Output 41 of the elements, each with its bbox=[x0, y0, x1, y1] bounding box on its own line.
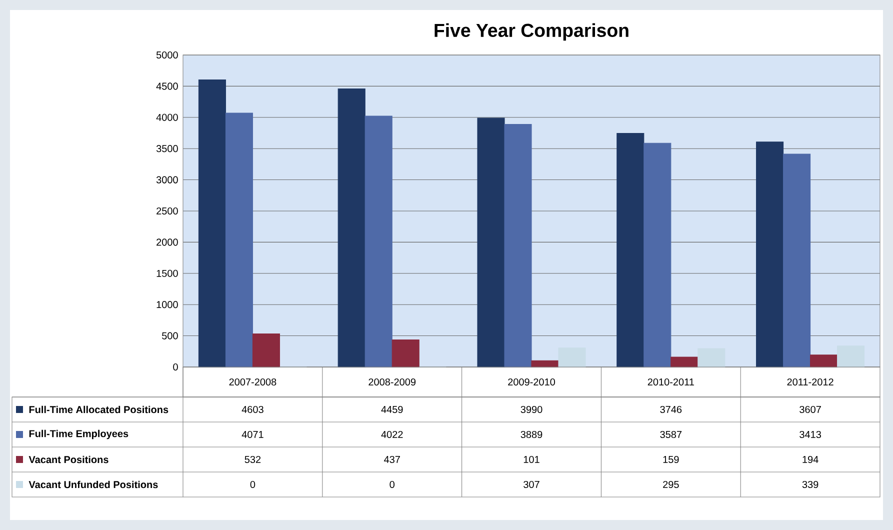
data-label: 3889 bbox=[520, 430, 542, 438]
x-tick-label: 2009-2010 bbox=[508, 378, 556, 386]
y-tick-label: 2500 bbox=[156, 207, 178, 215]
data-label: 3587 bbox=[660, 430, 682, 438]
legend-label: Full-Time Employees bbox=[29, 430, 128, 440]
data-label: 0 bbox=[250, 480, 256, 488]
y-tick-label: 3000 bbox=[156, 176, 178, 184]
x-tick-label: 2010-2011 bbox=[648, 378, 694, 386]
y-tick-label: 4500 bbox=[156, 82, 178, 90]
data-label: 532 bbox=[244, 456, 261, 464]
x-tick-label: 2008-2009 bbox=[368, 378, 416, 386]
data-label: 339 bbox=[802, 480, 818, 488]
data-label: 4603 bbox=[242, 406, 264, 414]
y-tick-label: 3500 bbox=[156, 145, 178, 152]
y-tick-label: 1000 bbox=[156, 301, 178, 308]
data-label: 437 bbox=[384, 456, 400, 464]
y-tick-label: 2000 bbox=[156, 238, 178, 246]
data-label: 4459 bbox=[381, 406, 403, 414]
data-label: 159 bbox=[663, 456, 679, 464]
data-label: 194 bbox=[802, 456, 818, 464]
data-label: 3607 bbox=[800, 406, 821, 414]
data-label: 3746 bbox=[660, 406, 682, 414]
x-tick-label: 2011-2012 bbox=[787, 378, 834, 386]
data-label: 3990 bbox=[520, 406, 542, 414]
data-label: 101 bbox=[524, 456, 540, 464]
data-label: 295 bbox=[663, 480, 679, 488]
y-tick-label: 0 bbox=[173, 363, 178, 371]
data-label: 3413 bbox=[800, 430, 821, 438]
data-label: 0 bbox=[390, 480, 394, 488]
x-tick-label: 2007-2008 bbox=[229, 378, 276, 386]
legend-label: Vacant Positions bbox=[28, 456, 108, 464]
y-tick-label: 5000 bbox=[156, 51, 178, 59]
legend-label: Full-Time Allocated Positions bbox=[29, 406, 168, 414]
legend-label: Vacant Unfunded Positions bbox=[28, 480, 158, 488]
data-label: 4071 bbox=[242, 430, 264, 438]
y-tick-label: 1500 bbox=[156, 270, 178, 277]
data-label: 4022 bbox=[381, 430, 403, 438]
chart-title: Five Year Comparison bbox=[434, 23, 628, 41]
data-label: 307 bbox=[524, 480, 540, 488]
y-tick-label: 4000 bbox=[156, 114, 178, 121]
y-tick-label: 500 bbox=[162, 332, 178, 340]
